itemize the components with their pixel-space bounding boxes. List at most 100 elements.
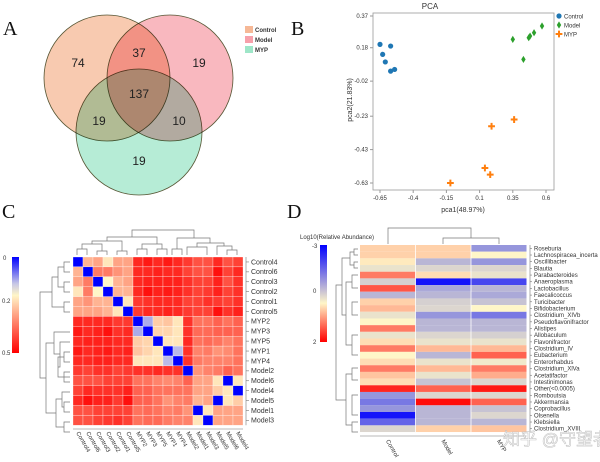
heatmap-c-row-label: Model5	[251, 398, 274, 405]
heatmap-cell	[152, 256, 164, 268]
heatmap-d-row-label: Romboutsia	[534, 393, 567, 399]
heatmap-cell	[471, 325, 527, 332]
heatmap-cell	[202, 395, 214, 406]
heatmap-cell	[82, 286, 94, 297]
panel-label-b: B	[291, 18, 304, 40]
heatmap-cell	[232, 345, 244, 357]
heatmap-c-row-label: Control6	[251, 269, 278, 276]
heatmap-cell	[192, 266, 204, 277]
heatmap-cell	[415, 311, 471, 319]
heatmap-cell	[102, 355, 114, 367]
heatmap-cell	[222, 306, 234, 317]
heatmap-cell	[132, 326, 144, 337]
heatmap-cell	[142, 385, 154, 396]
heatmap-cell	[142, 306, 154, 317]
heatmap-cell	[471, 391, 527, 399]
dendrogram-d	[335, 227, 500, 433]
heatmap-c-row-label: Control3	[251, 279, 278, 286]
heatmap-cell	[92, 355, 104, 367]
heatmap-cell	[142, 336, 154, 347]
heatmap-cell	[82, 355, 94, 367]
pca-x-tick-label: -0.15	[440, 196, 454, 202]
heatmap-cell	[162, 316, 174, 327]
heatmap-cell	[192, 385, 204, 396]
heatmap-cell	[142, 296, 154, 307]
heatmap-cell	[122, 276, 134, 287]
heatmap-cell	[92, 276, 104, 287]
heatmap-cell	[102, 256, 114, 268]
heatmap-c-row-label: Model2	[251, 368, 274, 375]
venn-control-myp: 19	[92, 114, 106, 128]
heatmap-cell	[202, 415, 214, 426]
heatmap-cell	[232, 395, 244, 406]
colorbar-d-tick: -3	[312, 244, 318, 250]
heatmap-cell	[122, 256, 134, 268]
heatmap-cell	[152, 336, 164, 347]
colorbar-d-tick: 0	[313, 289, 317, 295]
heatmap-cell	[202, 345, 214, 357]
heatmap-cell	[132, 385, 144, 396]
heatmap-c-row-label: MYP3	[251, 329, 270, 336]
venn-control-model: 37	[132, 46, 146, 60]
venn-model-only: 19	[192, 56, 206, 70]
heatmap-cell	[415, 371, 471, 379]
heatmap-cell	[102, 306, 114, 317]
heatmap-cell	[162, 296, 174, 307]
heatmap-cell	[471, 345, 527, 352]
heatmap-cell	[152, 385, 164, 396]
heatmap-cell	[72, 266, 84, 277]
heatmap-cell	[415, 305, 471, 312]
heatmap-d-row-label: Parabacteroides	[534, 273, 578, 279]
heatmap-cell	[232, 365, 244, 376]
heatmap-cell	[132, 336, 144, 347]
pca-legend-label: MYP	[564, 33, 577, 39]
heatmap-cell	[192, 405, 204, 416]
heatmap-cell	[162, 385, 174, 396]
heatmap-cell	[172, 395, 184, 406]
heatmap-c-row-label: Control4	[251, 259, 278, 266]
venn-control-only: 74	[71, 56, 85, 70]
heatmap-cell	[112, 395, 124, 406]
heatmap-cell	[202, 326, 214, 337]
pca-point-control	[392, 66, 398, 73]
heatmap-cell	[132, 266, 144, 277]
heatmap-cell	[92, 306, 104, 317]
heatmap-cell	[471, 291, 527, 299]
pca-x-axis-label: pca1(48.97%)	[441, 207, 485, 214]
heatmap-cell	[142, 355, 154, 367]
heatmap-cell	[471, 271, 527, 279]
heatmap-cell	[212, 316, 224, 327]
heatmap-cell	[82, 336, 94, 347]
colorbar-c-tick: 0.5	[2, 351, 11, 357]
heatmap-cell	[182, 405, 194, 416]
pca-point-control	[388, 43, 394, 49]
heatmap-cell	[92, 326, 104, 337]
heatmap-cell	[152, 365, 164, 376]
heatmap-cell	[360, 251, 416, 259]
abundance-heatmap: Log10(Relative Abundance) -3 0 2 Rosebur…	[300, 227, 598, 459]
heatmap-c-row-label: MYP2	[251, 319, 270, 326]
heatmap-d-row-label: Klebsiella	[534, 420, 560, 426]
pca-y-tick-label: -0.43	[354, 148, 368, 154]
heatmap-cell	[142, 316, 154, 327]
heatmap-cell	[142, 395, 154, 406]
heatmap-cell	[471, 311, 527, 319]
pca-x-tick-label: 0.35	[507, 196, 519, 202]
heatmap-cell	[122, 336, 134, 347]
heatmap-cell	[142, 375, 154, 386]
heatmap-cell	[415, 345, 471, 352]
heatmap-cell	[172, 326, 184, 337]
heatmap-cell	[102, 316, 114, 327]
heatmap-cell	[360, 345, 416, 352]
heatmap-cell	[192, 355, 204, 367]
venn-legend-label: MYP	[255, 48, 268, 54]
heatmap-cell	[212, 395, 224, 406]
heatmap-cell	[182, 316, 194, 327]
heatmap-cell	[172, 296, 184, 307]
heatmap-cell	[222, 336, 234, 347]
pca-point-myp	[488, 122, 495, 130]
pca-x-tick-label: -0.4	[408, 196, 419, 202]
heatmap-cell	[471, 398, 527, 406]
heatmap-cell	[142, 286, 154, 297]
heatmap-d-col-label: Control	[384, 439, 399, 459]
